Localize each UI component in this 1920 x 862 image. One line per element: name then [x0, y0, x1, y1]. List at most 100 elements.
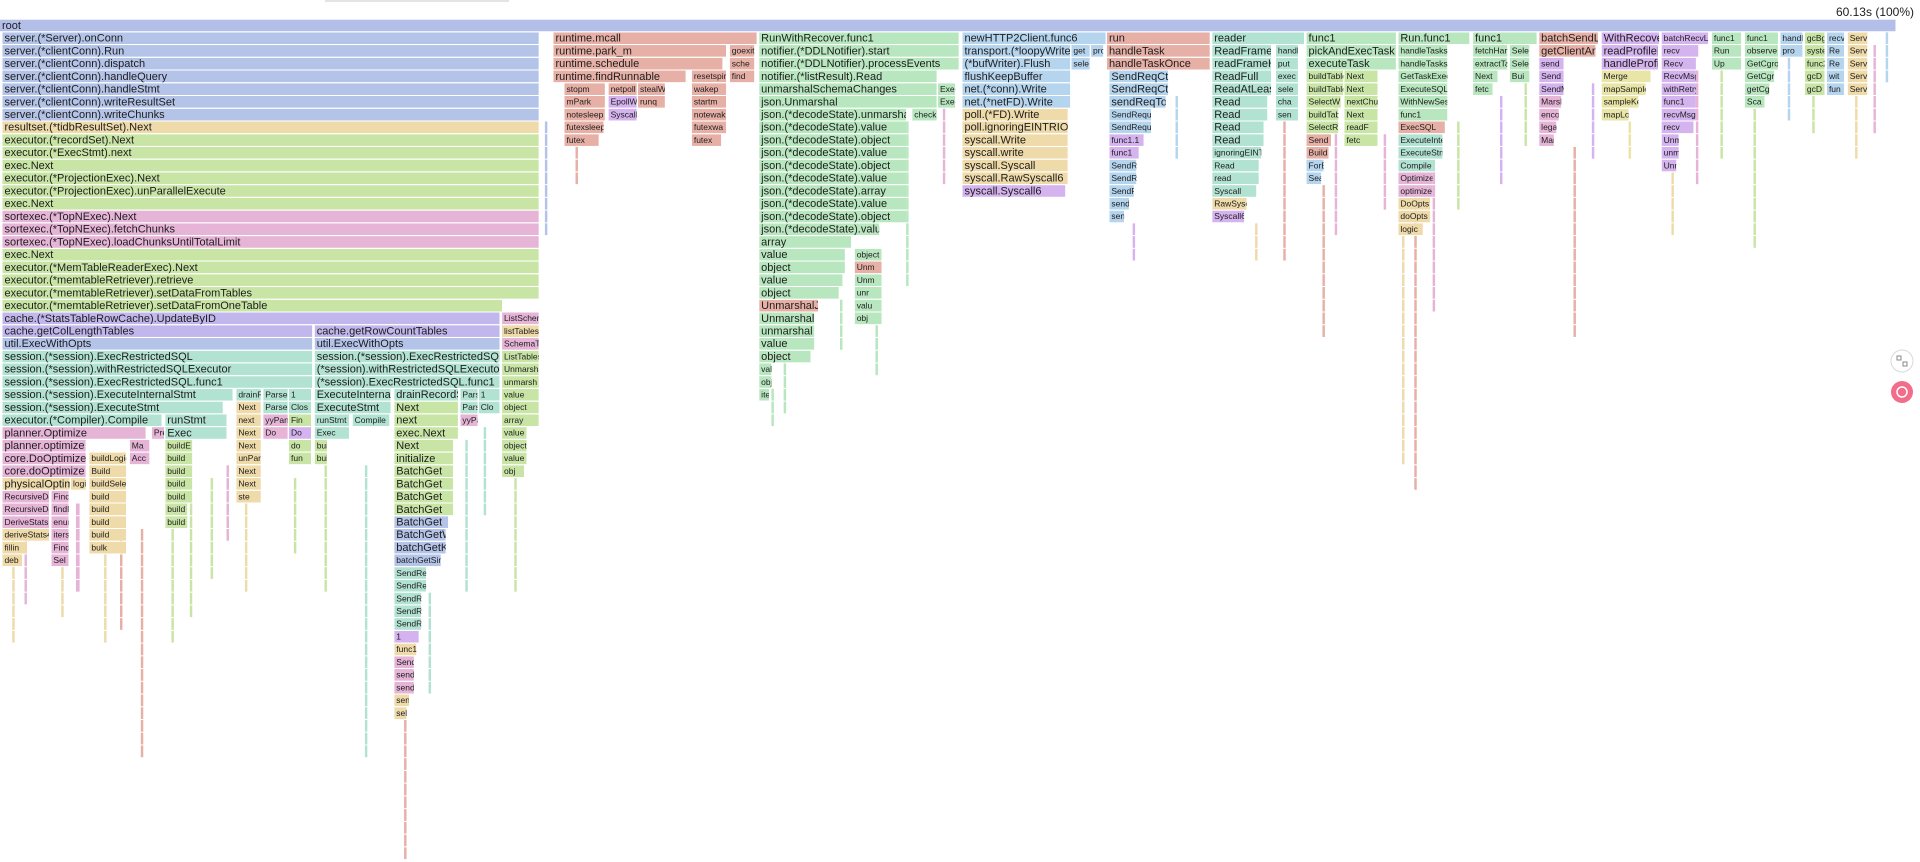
thin-frame[interactable] [1873, 45, 1876, 57]
thin-frame[interactable] [1283, 210, 1286, 223]
frame[interactable]: net.(*netFD).Write [962, 96, 1071, 108]
thin-frame[interactable] [293, 503, 297, 516]
frame[interactable]: builc [314, 452, 335, 465]
thin-frame[interactable] [244, 579, 248, 592]
frame[interactable]: executor.(*memtableRetriever).setDataFro… [2, 287, 539, 299]
thin-frame[interactable] [465, 579, 468, 592]
thin-frame[interactable] [840, 299, 843, 312]
thin-frame[interactable] [1720, 108, 1723, 121]
thin-frame[interactable] [12, 592, 15, 605]
frame[interactable]: nextChu [1344, 96, 1378, 108]
thin-frame[interactable] [1283, 197, 1286, 210]
thin-frame[interactable] [1432, 236, 1436, 248]
frame[interactable]: resetspin [691, 70, 729, 83]
thin-frame[interactable] [428, 643, 432, 656]
frame[interactable]: json.(*decodeState).unmarshal [759, 108, 912, 121]
thin-frame[interactable] [226, 528, 229, 541]
thin-frame[interactable] [1855, 121, 1858, 134]
frame[interactable]: sele [1275, 83, 1298, 95]
frame[interactable]: executor.(*ProjectionExec).unParallelExe… [2, 185, 539, 197]
frame[interactable]: SendReq [1109, 172, 1147, 185]
thin-frame[interactable] [514, 490, 517, 503]
frame[interactable]: Next [236, 465, 261, 478]
frame[interactable]: fetc [1473, 83, 1493, 95]
thin-frame[interactable] [1787, 83, 1791, 95]
thin-frame[interactable] [1283, 185, 1286, 197]
thin-frame[interactable] [210, 541, 214, 554]
frame[interactable]: fetchHandl [1473, 45, 1516, 57]
thin-frame[interactable] [1573, 248, 1576, 261]
frame[interactable]: Read [1212, 121, 1264, 134]
frame[interactable]: observe [1744, 45, 1778, 57]
thin-frame[interactable] [1720, 96, 1723, 108]
thin-frame[interactable] [404, 732, 407, 745]
thin-frame[interactable] [1334, 210, 1338, 223]
thin-frame[interactable] [783, 401, 787, 414]
thin-frame[interactable] [1132, 248, 1136, 261]
thin-frame[interactable] [1383, 159, 1387, 172]
thin-frame[interactable] [1175, 121, 1178, 134]
thin-frame[interactable] [140, 605, 144, 618]
thin-frame[interactable] [771, 414, 774, 427]
frame[interactable]: cache.(*StatsTableRowCache).UpdateByID [2, 312, 500, 324]
frame[interactable]: Sel [51, 554, 69, 567]
frame[interactable]: optimize [1398, 185, 1433, 197]
frame[interactable]: yyPan [263, 414, 289, 427]
frame[interactable]: SendRe [394, 618, 427, 630]
thin-frame[interactable] [1414, 312, 1417, 325]
thin-frame[interactable] [244, 528, 248, 541]
thin-frame[interactable] [1457, 134, 1460, 146]
frame[interactable]: Exec [314, 427, 349, 439]
thin-frame[interactable] [210, 516, 214, 528]
frame[interactable]: object [854, 248, 882, 261]
frame[interactable]: gcBgM [1804, 32, 1833, 45]
thin-frame[interactable] [210, 554, 214, 567]
frame[interactable]: Next [236, 427, 261, 439]
thin-frame[interactable] [1873, 83, 1876, 95]
thin-frame[interactable] [1573, 299, 1576, 312]
thin-frame[interactable] [514, 478, 517, 490]
thin-frame[interactable] [1500, 159, 1503, 172]
frame[interactable]: put [1275, 57, 1298, 70]
frame[interactable]: fetc [1344, 134, 1378, 146]
thin-frame[interactable] [324, 567, 327, 579]
frame[interactable]: SchemaTa [502, 337, 544, 350]
frame[interactable]: sortexec.(*TopNExec).Next [2, 210, 539, 223]
frame[interactable]: Unmarshal [759, 312, 815, 324]
thin-frame[interactable] [1671, 210, 1674, 223]
thin-frame[interactable] [120, 605, 123, 618]
thin-frame[interactable] [1132, 223, 1136, 236]
thin-frame[interactable] [364, 707, 368, 719]
thin-frame[interactable] [1695, 159, 1699, 172]
frame[interactable]: value [502, 427, 527, 439]
frame[interactable]: syste [1804, 45, 1827, 57]
thin-frame[interactable] [1753, 236, 1756, 248]
frame[interactable]: findB [51, 503, 73, 516]
thin-frame[interactable] [324, 528, 327, 541]
frame[interactable]: SendReques [1109, 121, 1160, 134]
frame[interactable]: 1 [394, 630, 419, 643]
frame[interactable]: planner.optimize [2, 439, 86, 452]
frame[interactable]: value [502, 388, 539, 401]
frame[interactable]: server.(*clientConn).dispatch [2, 57, 539, 70]
thin-frame[interactable] [364, 605, 368, 618]
frame[interactable]: BatchGet [394, 490, 454, 503]
thin-frame[interactable] [140, 707, 144, 719]
thin-frame[interactable] [12, 567, 15, 579]
thin-frame[interactable] [1812, 121, 1815, 134]
thin-frame[interactable] [364, 478, 368, 490]
thin-frame[interactable] [1885, 70, 1889, 83]
thin-frame[interactable] [906, 261, 909, 274]
thin-frame[interactable] [1383, 134, 1387, 146]
thin-frame[interactable] [1524, 121, 1527, 134]
frame[interactable]: func1 [1473, 32, 1537, 45]
thin-frame[interactable] [575, 172, 578, 185]
frame[interactable]: unmarshalSchemaChanges [759, 83, 937, 95]
frame[interactable]: do [288, 439, 312, 452]
frame[interactable]: sche [729, 57, 755, 70]
thin-frame[interactable] [942, 172, 946, 185]
thin-frame[interactable] [906, 185, 909, 197]
frame[interactable]: recvLo [1826, 32, 1855, 45]
thin-frame[interactable] [1524, 83, 1527, 95]
thin-frame[interactable] [1432, 274, 1436, 287]
